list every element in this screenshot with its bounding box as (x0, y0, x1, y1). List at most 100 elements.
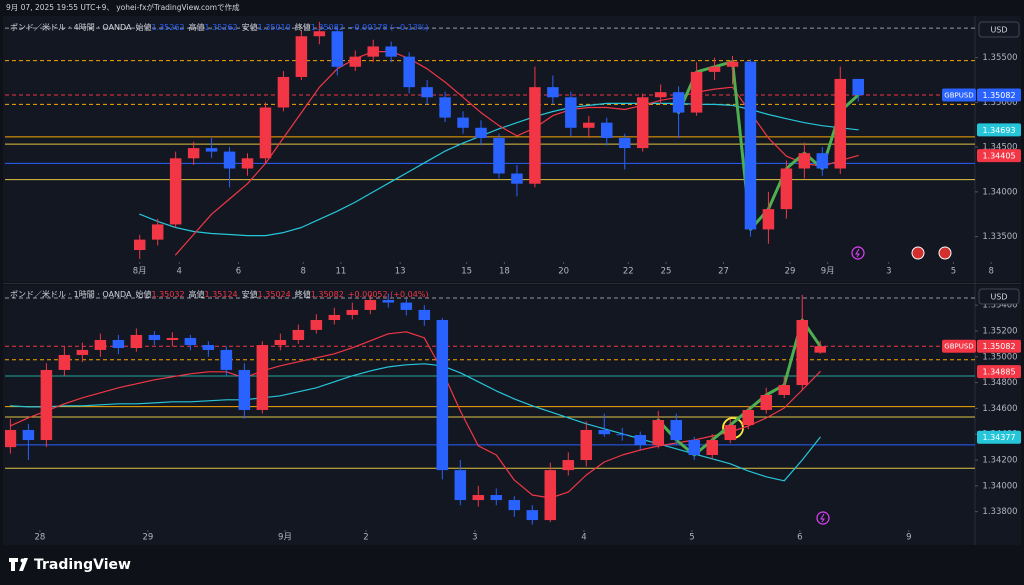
legend-field-value: 1.35010 (258, 23, 291, 32)
x-tick-label: 11 (335, 267, 346, 277)
candle-body (634, 435, 647, 446)
legend-change: +0.00052 (+0.04%) (348, 290, 429, 299)
price-tag (977, 123, 1021, 137)
candle-body (238, 369, 251, 410)
price-tag (977, 365, 1021, 379)
candle-body (816, 153, 829, 169)
candle-body (220, 349, 233, 370)
legend-field-value: 1.35032 (151, 290, 184, 299)
legend-field-label: 高値 (189, 289, 205, 299)
indicator-line (9, 331, 821, 499)
legend-field-value: 1.35082 (311, 290, 344, 299)
candle-body (565, 97, 577, 128)
x-tick-label: 8月 (133, 267, 147, 277)
candle-body (421, 87, 433, 98)
symbol-tag-label: GBPUSD (944, 343, 973, 351)
candle-body (726, 61, 739, 67)
indicator-line (175, 51, 859, 256)
x-tick-label: 3 (472, 533, 477, 543)
candle-body (328, 314, 341, 321)
candle-body (529, 87, 541, 184)
x-tick-label: 9 (906, 533, 911, 543)
x-tick-label: 4 (581, 533, 586, 543)
legend-field-label: 安値 (242, 22, 258, 32)
plot-area (5, 293, 975, 525)
symbol-tag (942, 88, 976, 102)
candle-body (418, 309, 431, 321)
legend-field-value: 1.35024 (258, 290, 291, 299)
candle-body (259, 107, 272, 159)
legend-field-label: 終値 (295, 22, 311, 32)
candle-body (331, 31, 344, 67)
event-icon[interactable] (851, 246, 865, 260)
symbol-tag (942, 339, 976, 353)
candle-body (364, 300, 377, 310)
x-tick-label: 9月 (278, 533, 292, 543)
candle-body (187, 148, 200, 159)
candle-body (151, 224, 164, 240)
event-icons (722, 246, 952, 525)
y-tick-label: 1.34600 (982, 404, 1017, 414)
candle-body (654, 92, 667, 98)
candle-body (346, 309, 359, 315)
legend-symbol: ポンド／米ドル · 1時間 · OANDA (10, 289, 132, 299)
x-tick-label: 25 (661, 267, 672, 277)
y-tick-label: 1.35000 (982, 352, 1017, 362)
candle-body (40, 369, 53, 441)
candle-body (94, 340, 107, 350)
candle-body (205, 148, 218, 152)
candle-body (583, 122, 595, 128)
candle-body (382, 300, 395, 303)
x-tick-label: 5 (689, 533, 694, 543)
candle-body (148, 334, 161, 341)
candle-body (400, 302, 413, 310)
price-tag (977, 88, 1021, 102)
candle-body (133, 239, 146, 251)
event-glyph (820, 513, 825, 523)
price-tag (977, 149, 1021, 163)
x-tick-label: 4 (177, 267, 182, 277)
candle-body (547, 87, 559, 98)
x-tick-label: 15 (461, 267, 472, 277)
legend-field-value: 1.35124 (205, 290, 238, 299)
event-icon[interactable] (816, 511, 830, 525)
candle-body (762, 209, 775, 230)
candle-body (706, 440, 719, 456)
candle-body (472, 495, 485, 501)
x-tick-label: 28 (34, 533, 45, 543)
candle-body (295, 36, 308, 77)
candle-body (454, 470, 467, 501)
candle-body (616, 434, 629, 436)
x-tick-label: 13 (395, 267, 406, 277)
legend-field-label: 終値 (295, 289, 311, 299)
flag-icon[interactable] (938, 246, 952, 260)
candle-body (760, 394, 773, 410)
x-tick-label: 5 (951, 267, 956, 277)
price-tag-value: 1.35082 (982, 342, 1015, 351)
candle-body (310, 320, 323, 330)
y-tick-label: 1.33500 (982, 232, 1017, 242)
legend-field-label: 始値 (135, 289, 151, 299)
currency-box (978, 288, 1020, 305)
candle-body (778, 385, 790, 395)
candle-body (544, 470, 557, 521)
candle-body (76, 349, 89, 355)
candle-body (256, 345, 269, 410)
candle-body (618, 137, 631, 149)
candle-body (511, 173, 523, 184)
brand-name: TradingView (34, 557, 131, 573)
candle-body (130, 334, 143, 349)
flag-icon[interactable] (911, 246, 925, 260)
candle-body (580, 429, 593, 461)
candle-body (184, 337, 197, 346)
candle-body (367, 46, 379, 57)
x-tick-label: 27 (718, 267, 729, 277)
currency-box (978, 21, 1020, 38)
candle-body (58, 354, 71, 370)
legend-field-label: 始値 (135, 22, 151, 32)
candle-body (652, 420, 665, 446)
price-tag-value: 1.34377 (982, 433, 1015, 442)
candle-body (724, 425, 737, 441)
candle-body (688, 440, 701, 456)
